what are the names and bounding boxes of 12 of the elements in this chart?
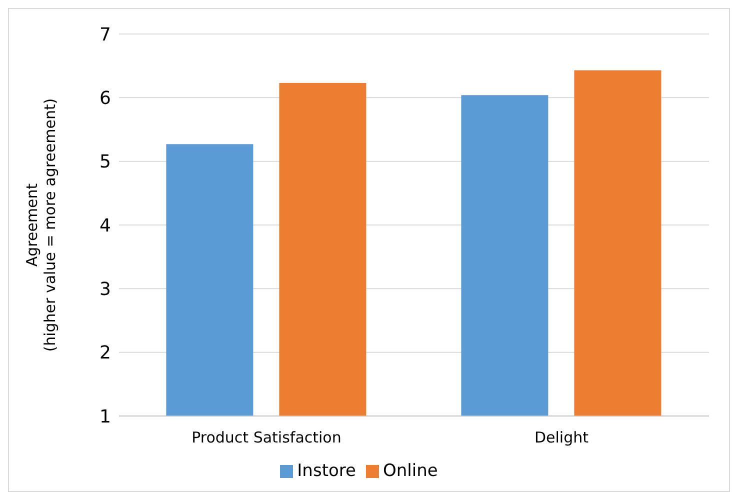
y-tick-label: 1 [100, 406, 111, 428]
y-axis-title: Agreement (higher value = more agreement) [23, 98, 59, 352]
y-tick-label: 4 [100, 215, 111, 236]
x-tick-label: Product Satisfaction [192, 428, 342, 447]
x-tick-label: Delight [534, 428, 589, 447]
y-tick-label: 3 [100, 279, 111, 300]
legend-label: Instore [297, 461, 356, 481]
y-tick-label: 7 [100, 24, 111, 46]
y-tick-label: 2 [100, 342, 111, 364]
y-tick-label: 5 [100, 152, 111, 173]
legend-label: Online [382, 461, 438, 481]
y-tick-label: 6 [100, 88, 111, 110]
